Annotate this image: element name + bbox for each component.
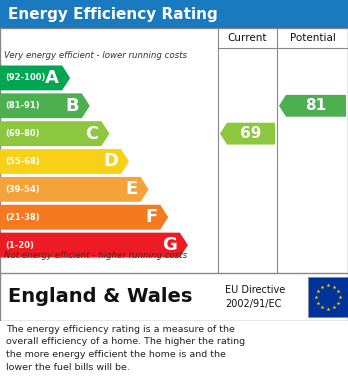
Text: 81: 81 (306, 98, 326, 113)
Text: (39-54): (39-54) (5, 185, 40, 194)
Text: A: A (45, 69, 59, 87)
Polygon shape (0, 177, 149, 202)
Polygon shape (0, 93, 90, 118)
Polygon shape (0, 66, 70, 90)
Text: 69: 69 (240, 126, 262, 141)
Text: Very energy efficient - lower running costs: Very energy efficient - lower running co… (4, 51, 187, 60)
Text: F: F (145, 208, 157, 226)
Text: C: C (85, 125, 98, 143)
Polygon shape (0, 121, 109, 146)
Text: (1-20): (1-20) (5, 240, 34, 249)
Text: EU Directive: EU Directive (225, 285, 285, 295)
Text: (81-91): (81-91) (5, 101, 40, 110)
Polygon shape (0, 205, 168, 230)
Text: 2002/91/EC: 2002/91/EC (225, 299, 282, 309)
Text: (69-80): (69-80) (5, 129, 40, 138)
Text: Energy Efficiency Rating: Energy Efficiency Rating (8, 7, 218, 22)
Text: G: G (162, 236, 177, 254)
Text: Current: Current (228, 33, 267, 43)
Bar (308, 277, 348, 317)
Text: D: D (103, 152, 118, 170)
Text: Not energy efficient - higher running costs: Not energy efficient - higher running co… (4, 251, 187, 260)
Text: E: E (125, 180, 137, 198)
Polygon shape (220, 123, 275, 145)
Text: (55-68): (55-68) (5, 157, 40, 166)
Polygon shape (279, 95, 346, 117)
Text: (92-100): (92-100) (5, 74, 45, 83)
Text: The energy efficiency rating is a measure of the
overall efficiency of a home. T: The energy efficiency rating is a measur… (6, 325, 245, 371)
Text: (21-38): (21-38) (5, 213, 40, 222)
Text: Potential: Potential (290, 33, 335, 43)
Text: England & Wales: England & Wales (8, 287, 192, 307)
Polygon shape (0, 233, 188, 258)
Text: B: B (65, 97, 79, 115)
Polygon shape (0, 149, 129, 174)
